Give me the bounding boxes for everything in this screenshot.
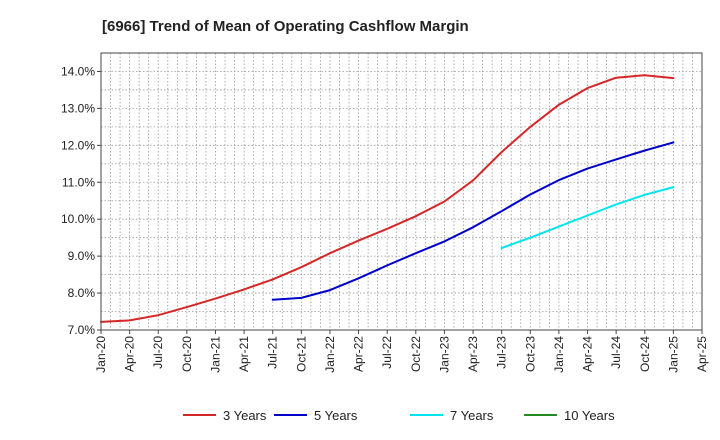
x-axis: Jan-20 Apr-20 Jul-20 Oct-20 Jan-21 Apr-21 Jul-… xyxy=(94,330,709,373)
y-axis: 7.0% 8.0% 9.0% 10.0% 11.0% 12.0% 13.0% 14.0% xyxy=(61,64,101,337)
x-tick-label: Jul-21 xyxy=(266,336,280,369)
y-tick-label: 11.0% xyxy=(62,175,95,189)
plot-frame xyxy=(100,52,703,331)
x-tick-label: Apr-20 xyxy=(123,336,137,372)
series-line-7-years xyxy=(500,186,675,249)
grid xyxy=(100,52,703,331)
x-tick-label: Jul-24 xyxy=(609,336,623,369)
y-tick-label: 9.0% xyxy=(68,249,96,263)
x-tick-label: Apr-22 xyxy=(352,336,366,372)
x-tick-label: Jan-23 xyxy=(437,336,451,373)
series-line-3-years xyxy=(100,74,675,323)
x-tick-label: Jan-20 xyxy=(94,336,108,373)
x-tick-label: Jan-22 xyxy=(323,336,337,373)
x-tick-label: Jul-22 xyxy=(380,336,394,369)
x-tick-label: Jan-24 xyxy=(552,336,566,373)
x-tick-label: Apr-25 xyxy=(695,336,709,372)
x-tick-label: Jan-21 xyxy=(208,336,222,373)
y-tick-label: 12.0% xyxy=(61,138,95,152)
x-tick-label: Jul-20 xyxy=(151,336,165,369)
y-tick-label: 13.0% xyxy=(61,101,95,115)
x-tick-label: Oct-21 xyxy=(294,336,308,372)
y-tick-label: 7.0% xyxy=(68,323,96,337)
x-tick-label: Oct-22 xyxy=(409,336,423,372)
x-tick-label: Jul-23 xyxy=(495,336,509,369)
y-tick-label: 14.0% xyxy=(61,64,95,78)
x-tick-label: Oct-24 xyxy=(638,336,652,372)
legend: 3 Years 5 Years 7 Years 10 Years xyxy=(183,408,615,423)
y-tick-label: 8.0% xyxy=(68,286,96,300)
x-tick-label: Apr-23 xyxy=(466,336,480,372)
chart-title: [6966] Trend of Mean of Operating Cashfl… xyxy=(102,18,469,35)
legend-label: 10 Years xyxy=(564,408,615,423)
x-tick-label: Apr-21 xyxy=(237,336,251,372)
series-line-5-years xyxy=(271,141,675,301)
x-tick-label: Apr-24 xyxy=(581,336,595,372)
legend-label: 7 Years xyxy=(450,408,494,423)
y-tick-label: 10.0% xyxy=(61,212,95,226)
legend-label: 5 Years xyxy=(314,408,358,423)
legend-label: 3 Years xyxy=(223,408,267,423)
x-tick-label: Jan-25 xyxy=(666,336,680,373)
series-layer xyxy=(100,74,675,323)
x-tick-label: Oct-20 xyxy=(180,336,194,372)
x-tick-label: Oct-23 xyxy=(523,336,537,372)
